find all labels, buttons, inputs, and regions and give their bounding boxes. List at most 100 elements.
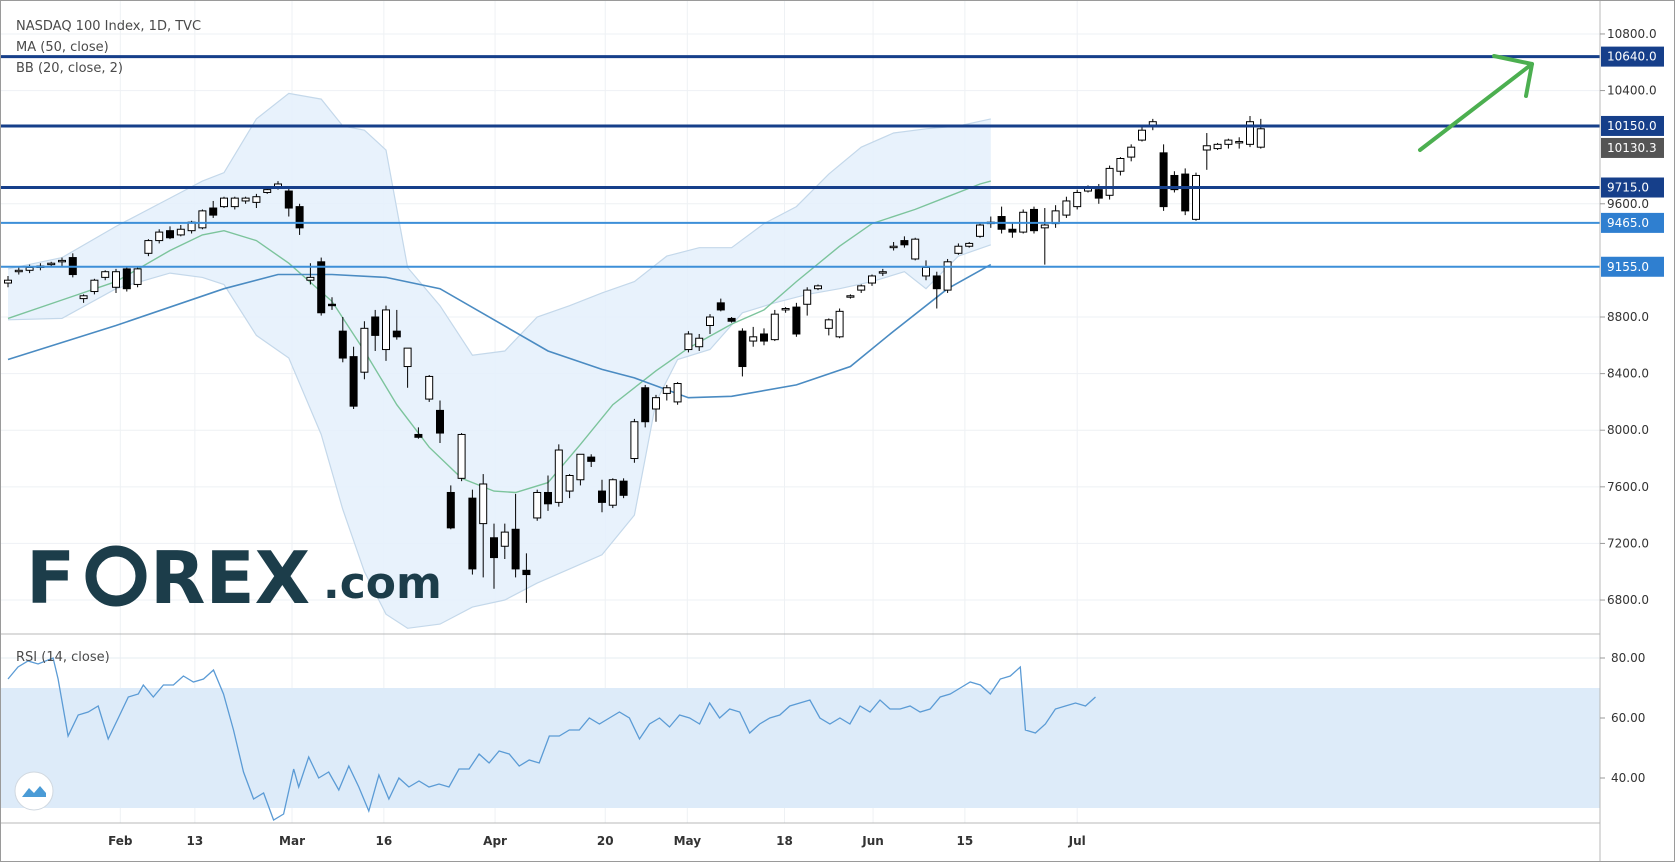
time-tick-label: Jul [1068, 834, 1086, 848]
time-tick-label: 15 [957, 834, 974, 848]
candle [976, 222, 984, 238]
candle-body [144, 240, 153, 254]
tradingview-badge-icon[interactable] [14, 771, 54, 811]
candle-body [468, 497, 477, 570]
candle-body [835, 310, 844, 338]
time-axis[interactable]: Feb 13 Mar 16 Apr 20 May 18 Jun 15 Jul [108, 834, 1086, 848]
candle [1105, 165, 1114, 200]
candle [846, 294, 855, 299]
rsi-axis[interactable]: 80.00 60.00 40.00 [1600, 651, 1645, 785]
candle [727, 317, 736, 323]
ma-50-line [7, 263, 992, 399]
candle [576, 453, 585, 486]
candle-body [1256, 128, 1265, 148]
candle-body [943, 261, 952, 291]
candle-body [220, 197, 228, 208]
candle [1138, 125, 1146, 142]
candle [900, 236, 909, 248]
candle-body [781, 308, 790, 311]
time-tick-label: Apr [483, 834, 507, 848]
candle [468, 489, 477, 575]
candle-body [101, 271, 110, 278]
candle-body [716, 302, 725, 311]
logo-o-mark: O [85, 545, 147, 607]
rsi-tick-label: 60.00 [1611, 711, 1645, 725]
ma-legend[interactable]: MA (50, close) [16, 40, 109, 55]
candle [684, 331, 693, 353]
candle-body [252, 196, 261, 203]
candle [1116, 157, 1125, 176]
price-tick-label: 10800.0 [1607, 27, 1657, 41]
candle [749, 326, 758, 347]
candle [112, 268, 120, 293]
candle [662, 384, 671, 401]
candle [965, 241, 974, 248]
candle [630, 418, 639, 463]
candle [176, 225, 185, 237]
candle [868, 274, 876, 286]
candle-body [317, 261, 326, 314]
level-price-tags: 10640.0 10150.0 9715.0 9465.0 9155.0 10130.3 [1601, 46, 1664, 277]
candle-body [878, 271, 887, 274]
candle [1181, 168, 1190, 216]
candle-body [803, 289, 812, 305]
candle-body [738, 330, 747, 368]
candle [1019, 209, 1028, 234]
candle-body [1224, 139, 1233, 145]
candle-body [662, 387, 671, 394]
candle-body [1213, 143, 1222, 150]
horizontal-levels [0, 55, 1600, 268]
price-tag-background [1601, 46, 1664, 67]
bb-lower-line [7, 244, 991, 629]
bb-legend[interactable]: BB (20, close, 2) [16, 61, 123, 76]
candle-body [641, 387, 650, 423]
price-tick-label: 8000.0 [1607, 423, 1649, 437]
candle-body [425, 375, 434, 400]
candle-body [1073, 191, 1082, 208]
candle-body [554, 449, 563, 503]
candle [781, 307, 790, 313]
candle-body [1030, 208, 1038, 232]
candle-body [544, 491, 552, 505]
candle-body [122, 268, 131, 290]
candle [382, 305, 390, 361]
price-tick-label: 8800.0 [1607, 310, 1649, 324]
candle [641, 384, 650, 428]
candle-body [392, 330, 401, 338]
time-tick-label: 18 [776, 834, 793, 848]
candle-body [1062, 200, 1071, 216]
candle-body [1192, 174, 1200, 220]
candle [1256, 118, 1265, 149]
candle-body [608, 479, 617, 506]
candle [857, 284, 866, 293]
candle-body [770, 313, 779, 341]
rsi-legend[interactable]: RSI (14, close) [16, 650, 110, 665]
price-axis[interactable]: 10800.0 10400.0 9600.0 8800.0 8400.0 8000.0 76… [1600, 27, 1657, 607]
candle [1062, 196, 1071, 218]
candle [814, 284, 822, 291]
candle [479, 474, 488, 578]
candle [209, 200, 218, 218]
chart-title[interactable]: NASDAQ 100 Index, 1D, TVC [16, 19, 201, 34]
candle [436, 400, 444, 443]
candle-body [965, 242, 974, 247]
candle [198, 209, 207, 230]
candle-body [932, 275, 941, 290]
candle [824, 318, 833, 336]
candle-body [295, 206, 304, 229]
logo-suffix: .com [323, 558, 442, 609]
price-tag-background [1601, 137, 1664, 158]
candle [1008, 222, 1017, 238]
candle [133, 267, 142, 288]
logo-letter-f: F [26, 536, 75, 620]
candle-body [522, 569, 531, 576]
candle-body [1105, 167, 1114, 196]
candle-body [241, 197, 250, 202]
candle [144, 239, 153, 257]
price-tag-background [1601, 115, 1664, 136]
candle-body [1235, 141, 1244, 144]
candle [911, 237, 920, 261]
candle-body [155, 231, 164, 242]
candle [122, 266, 131, 292]
candle [932, 271, 941, 309]
